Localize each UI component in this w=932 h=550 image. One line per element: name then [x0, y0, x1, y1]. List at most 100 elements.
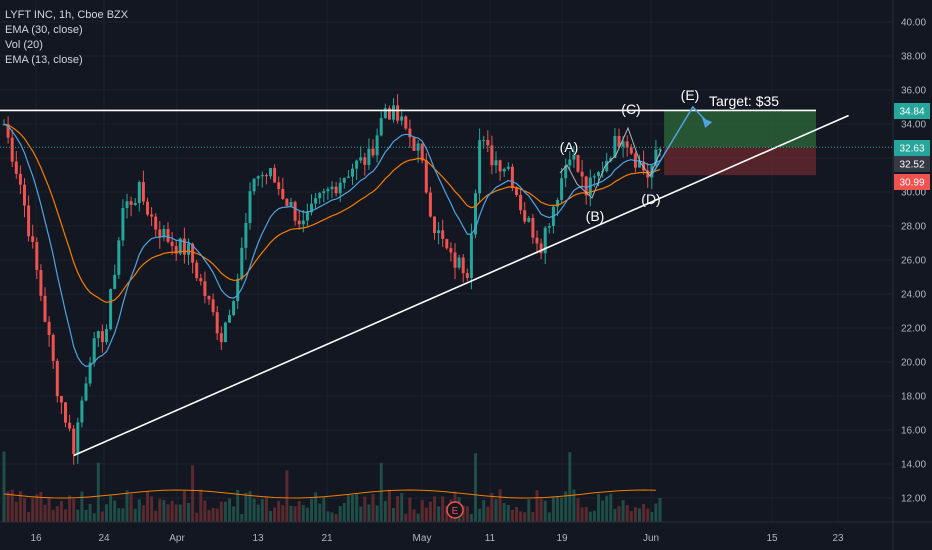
candle-body — [642, 161, 646, 171]
candle-body — [170, 241, 174, 247]
candle-body — [379, 118, 383, 136]
candle-body — [539, 243, 543, 254]
projection-path — [651, 105, 710, 176]
candle-body — [39, 270, 43, 296]
volume-bar — [84, 509, 88, 522]
volume-bar — [191, 465, 195, 522]
price-tick-label: 22.00 — [901, 324, 926, 335]
volume-bar — [203, 500, 207, 522]
price-tick-label: 24.00 — [901, 290, 926, 301]
candle-body — [277, 182, 281, 189]
volume-bar — [215, 508, 219, 522]
volume-bar — [498, 489, 502, 522]
candle-body — [400, 116, 404, 121]
candle-body — [490, 145, 494, 166]
volume-bar — [248, 491, 252, 522]
candle-body — [371, 148, 375, 156]
volume-bar — [6, 491, 10, 522]
price-tick-label: 40.00 — [901, 18, 926, 29]
candle-body — [121, 207, 125, 241]
candle-body — [252, 178, 256, 192]
candle-body — [35, 242, 39, 271]
candle-body — [318, 193, 322, 199]
candle-body — [31, 236, 35, 243]
candle-body — [105, 329, 108, 343]
legend-ema30[interactable]: EMA (30, close) — [5, 24, 83, 36]
candle-body — [556, 199, 559, 207]
candle-body — [346, 176, 350, 178]
candle-body — [592, 176, 596, 178]
candle-body — [141, 182, 145, 202]
candle-body — [187, 243, 190, 255]
legend-ema13[interactable]: EMA (13, close) — [5, 54, 83, 66]
candle-body — [523, 210, 527, 222]
candle-body — [211, 299, 215, 313]
candle-body — [162, 228, 166, 238]
price-tag-label: 34.84 — [899, 107, 924, 118]
wave-label-d: (D) — [641, 191, 660, 207]
volume-bar — [605, 495, 609, 522]
price-axis[interactable]: 12.00 14.00 16.00 18.00 20.00 22.00 24.00 26.00… — [892, 0, 926, 550]
volume-bar — [478, 508, 482, 522]
time-tick-label: Apr — [169, 533, 185, 544]
legend-symbol[interactable]: LYFT INC, 1h, Cboe BZX — [5, 9, 129, 21]
earnings-marker-icon[interactable] — [446, 501, 464, 519]
candle-body — [621, 141, 625, 147]
volume-bar — [88, 503, 92, 522]
candle-body — [59, 396, 63, 403]
candle-body — [92, 338, 96, 363]
volume-bar — [658, 497, 662, 522]
volume-bar — [219, 501, 223, 522]
volume-bar — [584, 507, 588, 522]
projection-arrowhead — [702, 118, 713, 128]
volume-bar — [68, 495, 72, 522]
volume-bar — [35, 494, 39, 522]
candle-body — [334, 186, 338, 194]
volume-bar — [133, 508, 137, 522]
candle-body — [228, 315, 231, 323]
volume-bar — [433, 496, 436, 522]
volume-bar — [154, 510, 158, 522]
candle-body — [342, 177, 346, 183]
price-tag-label: 32.52 — [899, 160, 924, 171]
volume-bar — [141, 505, 145, 522]
candle-body — [236, 278, 240, 302]
volume-bar — [305, 507, 309, 522]
wave-label-c: (C) — [621, 101, 640, 117]
time-axis[interactable]: 16 24 Apr 13 21 May 11 19 Jun 15 23 — [0, 521, 932, 544]
volume-bar — [359, 506, 363, 522]
candle-body — [494, 160, 498, 166]
price-tick-label: 34.00 — [901, 120, 926, 131]
candle-body — [597, 172, 600, 177]
volume-bar — [18, 491, 22, 522]
volume-bar — [10, 489, 14, 522]
volume-bar — [80, 491, 84, 522]
candle-body — [113, 274, 117, 289]
volume-bar — [109, 495, 113, 522]
volume-bar — [412, 509, 416, 522]
volume-bar — [486, 506, 490, 522]
volume-bar — [228, 498, 231, 522]
volume-bar — [96, 462, 100, 522]
volume-bar — [43, 504, 47, 522]
time-tick-label: Jun — [643, 533, 659, 544]
candle-body — [515, 188, 518, 195]
candle-body — [355, 160, 359, 169]
price-tick-label: 12.00 — [901, 494, 926, 505]
volume-bar — [527, 499, 531, 522]
candle-body — [150, 214, 154, 217]
volume-bar — [174, 504, 178, 522]
legend-volume[interactable]: Vol (20) — [5, 39, 43, 51]
price-tick-label: 18.00 — [901, 392, 926, 403]
candle-body — [84, 383, 88, 401]
candle-body — [445, 238, 449, 249]
candle-body — [264, 175, 268, 177]
volume-bar — [51, 509, 55, 522]
volume-bar — [59, 501, 63, 522]
candle-body — [47, 321, 51, 336]
volume-bar — [322, 496, 326, 522]
candle-body — [305, 212, 309, 221]
candle-body — [297, 220, 301, 225]
volume-bar — [568, 452, 572, 522]
